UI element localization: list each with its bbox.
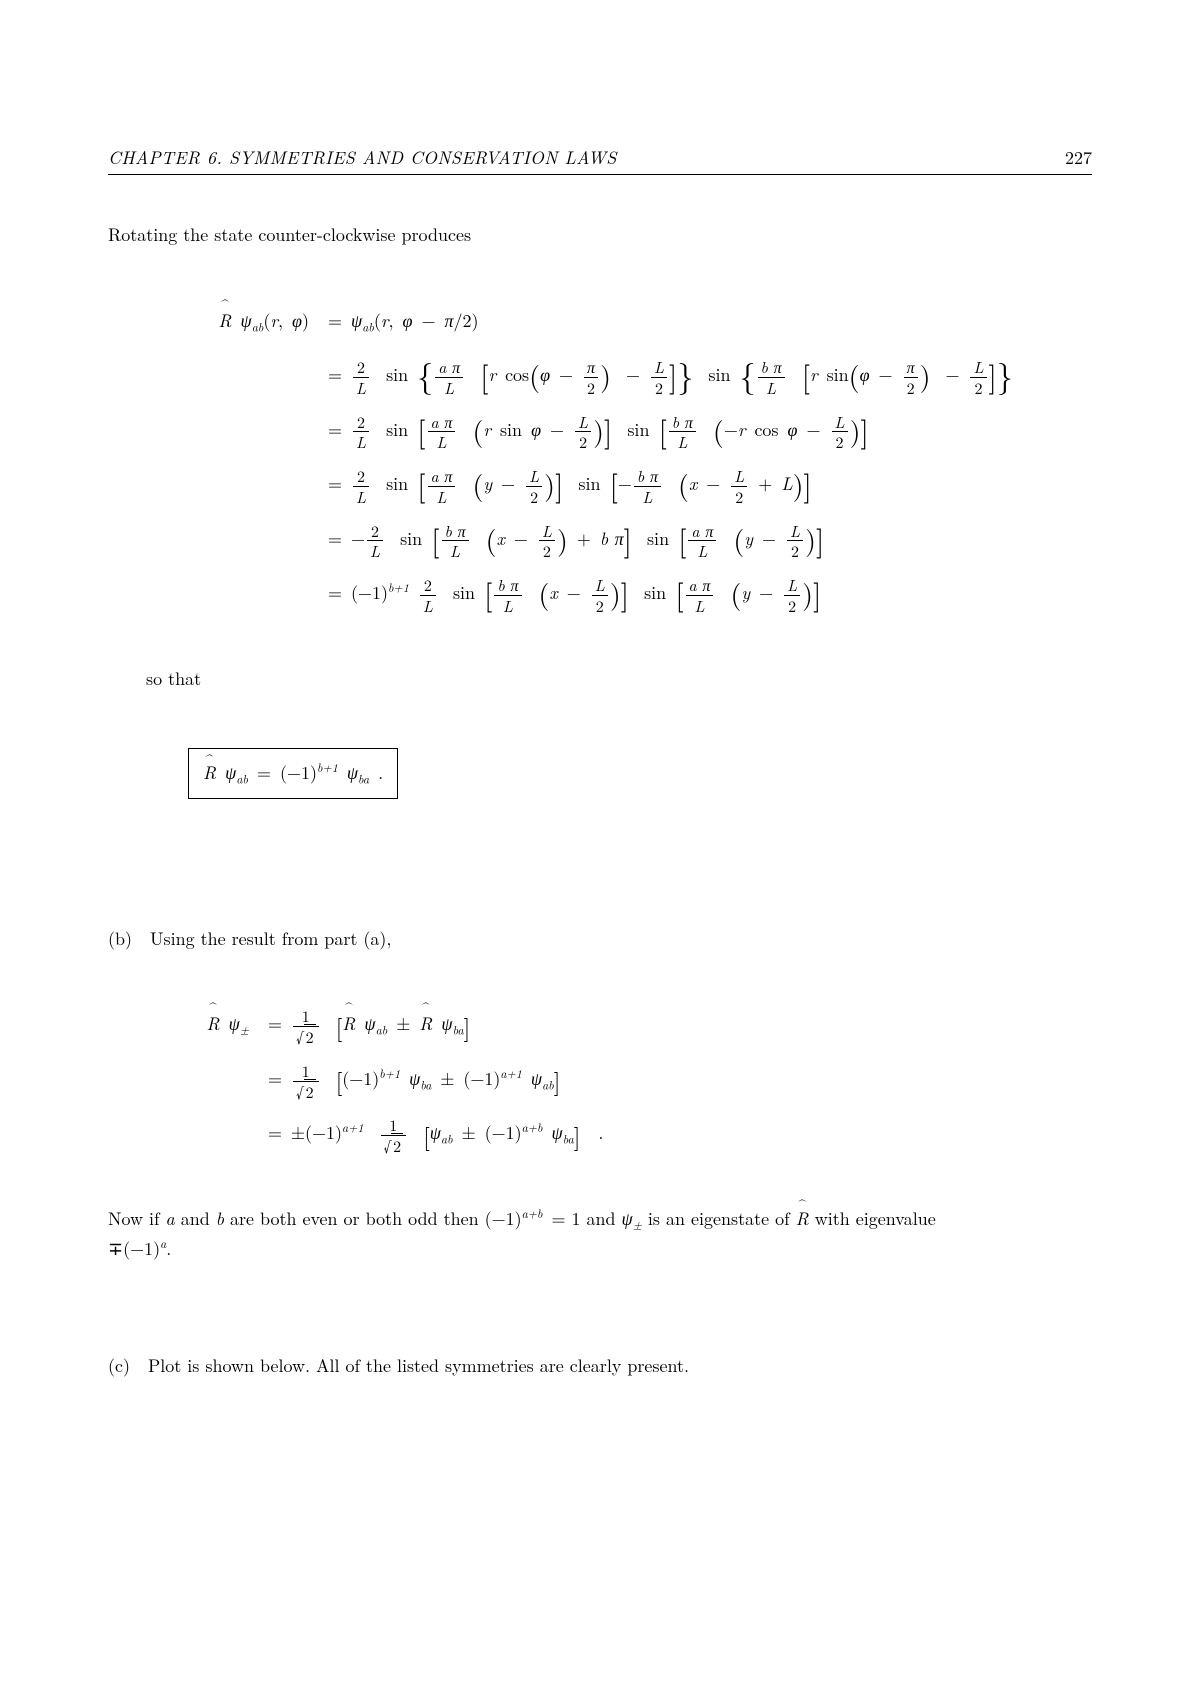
part-c-label: (c) <box>108 1352 130 1379</box>
boxed-result: R ψab = (−1)b+1 ψba . <box>188 748 398 799</box>
eq-line-6: = (−1)b+1 2L sin [b πL (x − L2)] sin [a … <box>188 569 1092 618</box>
page-number: 227 <box>1065 145 1092 170</box>
eq-line-4: = 2L sin [a πL (y − L2)] sin [−b πL (x −… <box>188 460 1092 509</box>
part-b-intro: (b) Using the result from part (a), <box>108 925 1092 952</box>
eq-line-1: R ψab(r, φ) = ψab(r, φ − π/2) <box>188 296 1092 345</box>
part-b-followup: Now if a and b are both even or both odd… <box>108 1205 1092 1262</box>
so-that-text: so that <box>146 665 1092 692</box>
intro-paragraph: Rotating the state counter-clockwise pro… <box>108 221 1092 248</box>
part-c-text: (c) Plot is shown below. All of the list… <box>108 1352 1092 1379</box>
part-c-section: (c) Plot is shown below. All of the list… <box>108 1352 1092 1379</box>
bline-2: = 1√2 [(−1)b+1 ψba ± (−1)a+1 ψab] <box>188 1054 1092 1103</box>
eq-line-2: = 2L sin {a πL [r cos(φ − π2) − L2]} sin… <box>188 351 1092 400</box>
part-b-derivation: R ψ± = 1√2 [R ψab ± R ψba] = 1√2 [(−1)b+… <box>188 1000 1092 1158</box>
part-b-section: (b) Using the result from part (a), R ψ±… <box>108 925 1092 1262</box>
part-c-body: Plot is shown below. All of the listed s… <box>148 1353 689 1378</box>
main-derivation: R ψab(r, φ) = ψab(r, φ − π/2) = 2L sin {… <box>188 296 1092 617</box>
chapter-title: CHAPTER 6. SYMMETRIES AND CONSERVATION L… <box>108 145 617 170</box>
bline-3: = ±(−1)a+1 1√2 [ψab ± (−1)a+b ψba] . <box>188 1109 1092 1158</box>
bline-1: R ψ± = 1√2 [R ψab ± R ψba] <box>188 1000 1092 1049</box>
eq-line-5: = −2L sin [b πL (x − L2) + b π] sin [a π… <box>188 514 1092 563</box>
part-b-text: Using the result from part (a), <box>150 926 391 951</box>
eq-line-3: = 2L sin [a πL (r sin φ − L2)] sin [b πL… <box>188 405 1092 454</box>
page-container: CHAPTER 6. SYMMETRIES AND CONSERVATION L… <box>0 0 1200 1479</box>
page-header: CHAPTER 6. SYMMETRIES AND CONSERVATION L… <box>108 145 1092 175</box>
part-b-label: (b) <box>108 925 132 952</box>
